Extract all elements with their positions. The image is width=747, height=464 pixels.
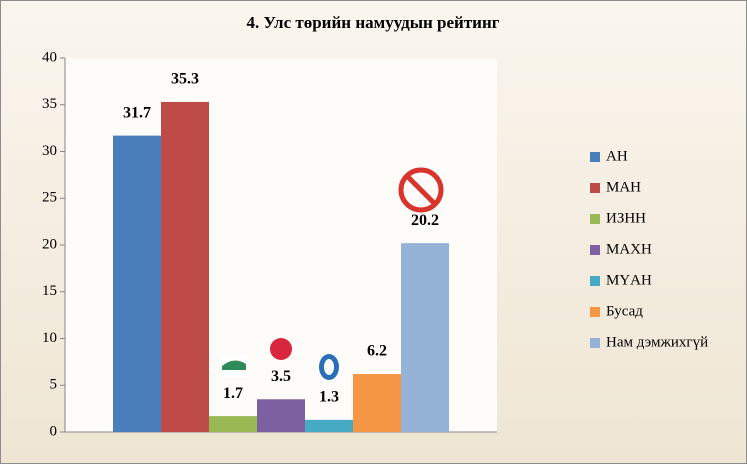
legend-label: АН	[606, 148, 628, 164]
legend-swatch	[590, 307, 600, 317]
legend-swatch	[590, 245, 600, 255]
y-tick-label: 30	[42, 143, 57, 159]
y-tick-label: 40	[42, 49, 57, 65]
bar	[353, 374, 401, 432]
data-label: 3.5	[271, 368, 291, 385]
y-tick-label: 25	[42, 190, 57, 206]
legend-swatch	[590, 214, 600, 224]
data-label: 35.3	[171, 71, 199, 88]
chart-title: 4. Улс төрийн намуудын рейтинг	[246, 13, 499, 32]
legend-swatch	[590, 183, 600, 193]
legend-swatch	[590, 152, 600, 162]
legend-swatch	[590, 338, 600, 348]
y-tick-label: 10	[42, 330, 57, 346]
data-label: 1.7	[223, 385, 243, 402]
data-label: 6.2	[367, 343, 387, 360]
legend-label: МҮАН	[606, 272, 652, 288]
bar	[257, 399, 305, 432]
legend-label: МАХН	[606, 241, 652, 257]
y-tick-label: 0	[50, 423, 58, 439]
y-tick-label: 35	[42, 96, 57, 112]
bar	[401, 243, 449, 432]
data-label: 20.2	[411, 212, 439, 229]
legend-label: Бусад	[606, 303, 643, 319]
legend-label: Нам дэмжихгүй	[606, 334, 708, 350]
data-label: 1.3	[319, 389, 339, 406]
y-tick-label: 15	[42, 283, 57, 299]
bar	[305, 419, 353, 432]
legend-label: МАН	[606, 179, 641, 195]
y-tick-label: 5	[50, 377, 58, 393]
bar	[161, 101, 209, 432]
legend-swatch	[590, 276, 600, 286]
bar	[113, 135, 161, 433]
y-tick-label: 20	[42, 236, 57, 252]
legend-label: ИЗНН	[606, 210, 646, 226]
data-label: 31.7	[123, 104, 151, 121]
bar	[209, 416, 257, 432]
